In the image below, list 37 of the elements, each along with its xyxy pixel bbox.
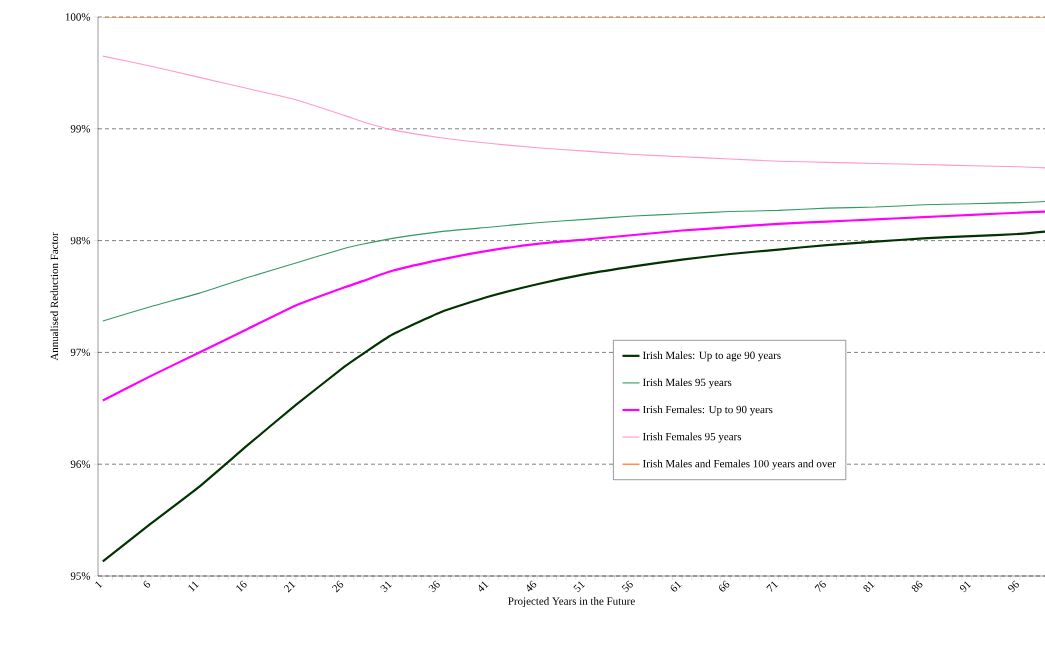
x-tick-label: 76 (814, 580, 826, 592)
x-tick-label: 26 (332, 580, 344, 593)
y-tick-label: 98% (70, 236, 91, 245)
x-tick-label: 91 (959, 581, 972, 593)
y-tick-label: 97% (70, 348, 91, 357)
x-tick-label: 21 (283, 581, 296, 593)
x-tick-label: 81 (863, 581, 875, 592)
y-tick-label: 100% (65, 13, 91, 21)
y-tick-label: 96% (70, 460, 91, 468)
x-tick-label: 86 (911, 580, 923, 592)
x-tick-label: 96 (1008, 580, 1019, 593)
legend-label: Irish Males and Females 100 years and over (642, 459, 836, 470)
legend-label: Irish Males: Up to age 90 years (642, 351, 781, 362)
line-series (101, 210, 1045, 402)
x-tick-label: 66 (719, 580, 730, 592)
line-series (102, 55, 1045, 169)
x-axis-title: Projected Years in the Future (508, 597, 635, 607)
legend-label: Irish Females 95 years (642, 432, 742, 443)
x-tick-label: 61 (670, 581, 682, 592)
x-tick-label: 36 (428, 580, 440, 593)
x-tick-label: 71 (766, 581, 779, 592)
x-tick-label: 46 (527, 580, 537, 592)
x-tick-label: 1 (95, 581, 103, 589)
x-tick-label: 16 (236, 580, 247, 593)
legend-label: Irish Females: Up to 90 years (642, 405, 773, 416)
legend-label: Irish Males 95 years (642, 378, 732, 389)
x-tick-label: 51 (573, 581, 586, 593)
x-tick-label: 41 (478, 581, 489, 592)
line-series (101, 230, 1045, 563)
x-tick-label: 6 (143, 580, 151, 588)
y-tick-label: 99% (70, 125, 91, 133)
y-tick-label: 95% (70, 572, 91, 580)
line-series (102, 200, 1045, 322)
x-tick-label: 31 (380, 581, 392, 593)
x-tick-label: 56 (621, 580, 633, 593)
x-tick-label: 11 (188, 581, 199, 592)
y-axis-title: Annualised Reduction Factor (50, 232, 59, 361)
